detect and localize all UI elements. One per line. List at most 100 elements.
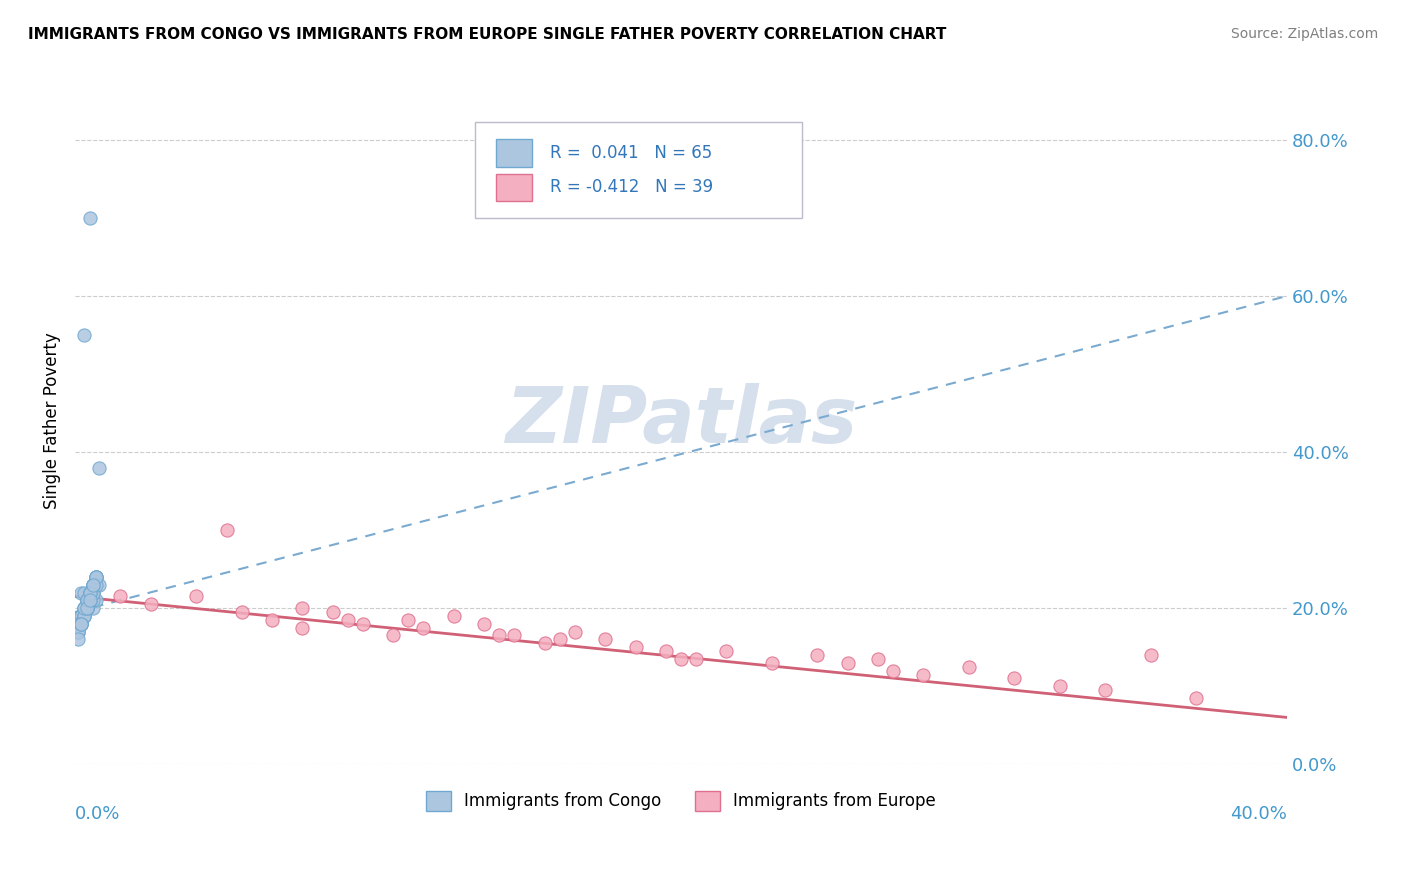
Point: [67, 616, 90, 631]
Point: [70, 585, 93, 599]
Point: [82, 578, 104, 592]
Point: [912, 667, 935, 681]
Point: [67, 632, 90, 647]
Point: [231, 605, 253, 619]
Point: [70, 616, 93, 631]
Point: [472, 616, 495, 631]
Point: [84, 570, 107, 584]
Point: [79, 593, 101, 607]
Point: [67, 616, 90, 631]
Point: [79, 211, 101, 225]
Point: [443, 609, 465, 624]
Point: [1185, 690, 1208, 705]
Point: [716, 644, 738, 658]
Text: IMMIGRANTS FROM CONGO VS IMMIGRANTS FROM EUROPE SINGLE FATHER POVERTY CORRELATIO: IMMIGRANTS FROM CONGO VS IMMIGRANTS FROM…: [28, 27, 946, 42]
Point: [76, 593, 98, 607]
Text: 40.0%: 40.0%: [1230, 805, 1286, 823]
Point: [291, 621, 314, 635]
Point: [82, 578, 104, 592]
Point: [76, 601, 98, 615]
Point: [76, 593, 98, 607]
Point: [624, 640, 647, 655]
Point: [79, 593, 101, 607]
Point: [352, 616, 374, 631]
Point: [73, 609, 96, 624]
Point: [73, 601, 96, 615]
Point: [82, 578, 104, 592]
Text: R =  0.041   N = 65: R = 0.041 N = 65: [550, 144, 713, 162]
Point: [76, 601, 98, 615]
Point: [70, 609, 93, 624]
Point: [76, 601, 98, 615]
Text: Source: ZipAtlas.com: Source: ZipAtlas.com: [1230, 27, 1378, 41]
Point: [79, 593, 101, 607]
Point: [291, 601, 314, 615]
Point: [70, 616, 93, 631]
Text: ZIPatlas: ZIPatlas: [505, 383, 858, 458]
Point: [82, 585, 104, 599]
Point: [655, 644, 678, 658]
Point: [84, 578, 107, 592]
Point: [79, 585, 101, 599]
Point: [82, 578, 104, 592]
Point: [82, 578, 104, 592]
Text: 0.0%: 0.0%: [75, 805, 121, 823]
Point: [866, 652, 889, 666]
Point: [79, 585, 101, 599]
Point: [84, 593, 107, 607]
Point: [84, 570, 107, 584]
Point: [882, 664, 904, 678]
Point: [396, 613, 419, 627]
Point: [82, 601, 104, 615]
Point: [761, 656, 783, 670]
Point: [1094, 683, 1116, 698]
Point: [336, 613, 359, 627]
Point: [806, 648, 828, 662]
Point: [669, 652, 692, 666]
Point: [1139, 648, 1161, 662]
Point: [79, 593, 101, 607]
Point: [139, 597, 162, 611]
Point: [70, 609, 93, 624]
FancyBboxPatch shape: [495, 174, 531, 201]
Point: [76, 601, 98, 615]
Point: [82, 593, 104, 607]
Point: [957, 659, 980, 673]
Point: [322, 605, 344, 619]
Point: [73, 601, 96, 615]
Point: [503, 628, 526, 642]
Point: [82, 578, 104, 592]
Point: [73, 609, 96, 624]
Point: [76, 593, 98, 607]
Point: [260, 613, 283, 627]
Point: [73, 609, 96, 624]
Point: [84, 570, 107, 584]
Text: R = -0.412   N = 39: R = -0.412 N = 39: [550, 178, 713, 196]
Point: [1002, 672, 1025, 686]
Point: [595, 632, 617, 647]
Point: [215, 523, 238, 537]
Point: [79, 585, 101, 599]
Point: [73, 609, 96, 624]
Point: [67, 624, 90, 639]
FancyBboxPatch shape: [475, 122, 803, 219]
Point: [82, 585, 104, 599]
Point: [564, 624, 586, 639]
Point: [110, 590, 132, 604]
Point: [685, 652, 707, 666]
Point: [79, 585, 101, 599]
Point: [89, 578, 111, 592]
Point: [73, 585, 96, 599]
Point: [79, 585, 101, 599]
Point: [70, 616, 93, 631]
Point: [70, 609, 93, 624]
Point: [186, 590, 208, 604]
Point: [533, 636, 555, 650]
Point: [412, 621, 434, 635]
Point: [76, 601, 98, 615]
Point: [73, 601, 96, 615]
Point: [84, 570, 107, 584]
Legend: Immigrants from Congo, Immigrants from Europe: Immigrants from Congo, Immigrants from E…: [419, 784, 942, 818]
Point: [89, 460, 111, 475]
Point: [488, 628, 510, 642]
